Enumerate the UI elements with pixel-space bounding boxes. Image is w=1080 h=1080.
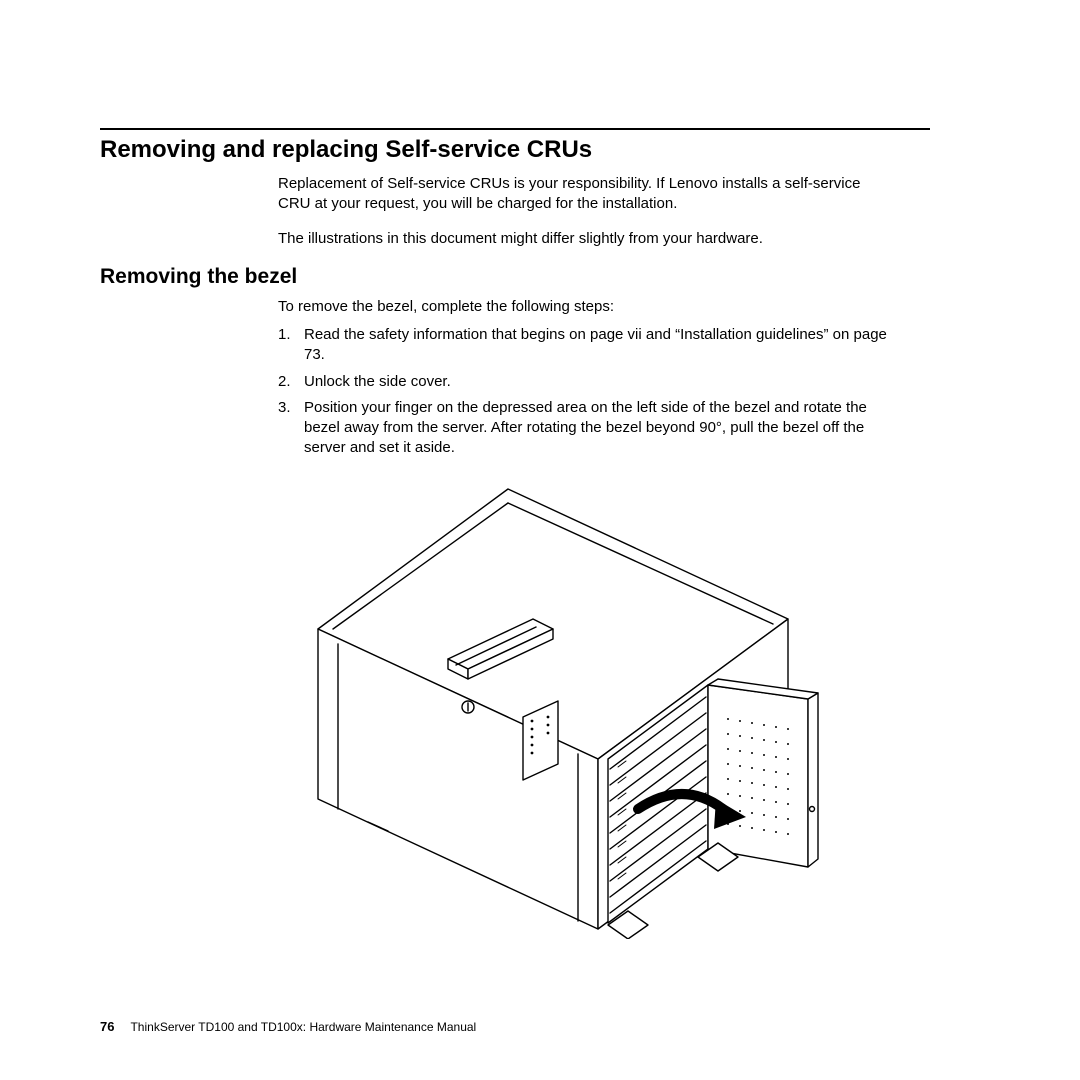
step-number: 1. bbox=[278, 325, 304, 366]
heading-1: Removing and replacing Self-service CRUs bbox=[100, 136, 930, 164]
page-number: 76 bbox=[100, 1019, 114, 1034]
section-rule bbox=[100, 128, 930, 130]
steps-list: 1. Read the safety information that begi… bbox=[278, 325, 890, 459]
intro-paragraph-1: Replacement of Self-service CRUs is your… bbox=[278, 174, 890, 215]
step-number: 3. bbox=[278, 398, 304, 459]
step-3: 3. Position your finger on the depressed… bbox=[278, 398, 890, 459]
step-text: Read the safety information that begins … bbox=[304, 325, 890, 366]
server-illustration-svg bbox=[278, 469, 838, 939]
intro-paragraph-2: The illustrations in this document might… bbox=[278, 229, 890, 249]
step-number: 2. bbox=[278, 372, 304, 392]
step-1: 1. Read the safety information that begi… bbox=[278, 325, 890, 366]
step-text: Unlock the side cover. bbox=[304, 372, 890, 392]
footer-text: ThinkServer TD100 and TD100x: Hardware M… bbox=[130, 1020, 476, 1034]
heading-2: Removing the bezel bbox=[100, 265, 930, 289]
step-text: Position your finger on the depressed ar… bbox=[304, 398, 890, 459]
step-2: 2. Unlock the side cover. bbox=[278, 372, 890, 392]
h2-lead: To remove the bezel, complete the follow… bbox=[278, 297, 890, 317]
page-footer: 76 ThinkServer TD100 and TD100x: Hardwar… bbox=[100, 1019, 476, 1034]
bezel-removal-figure bbox=[278, 469, 838, 939]
